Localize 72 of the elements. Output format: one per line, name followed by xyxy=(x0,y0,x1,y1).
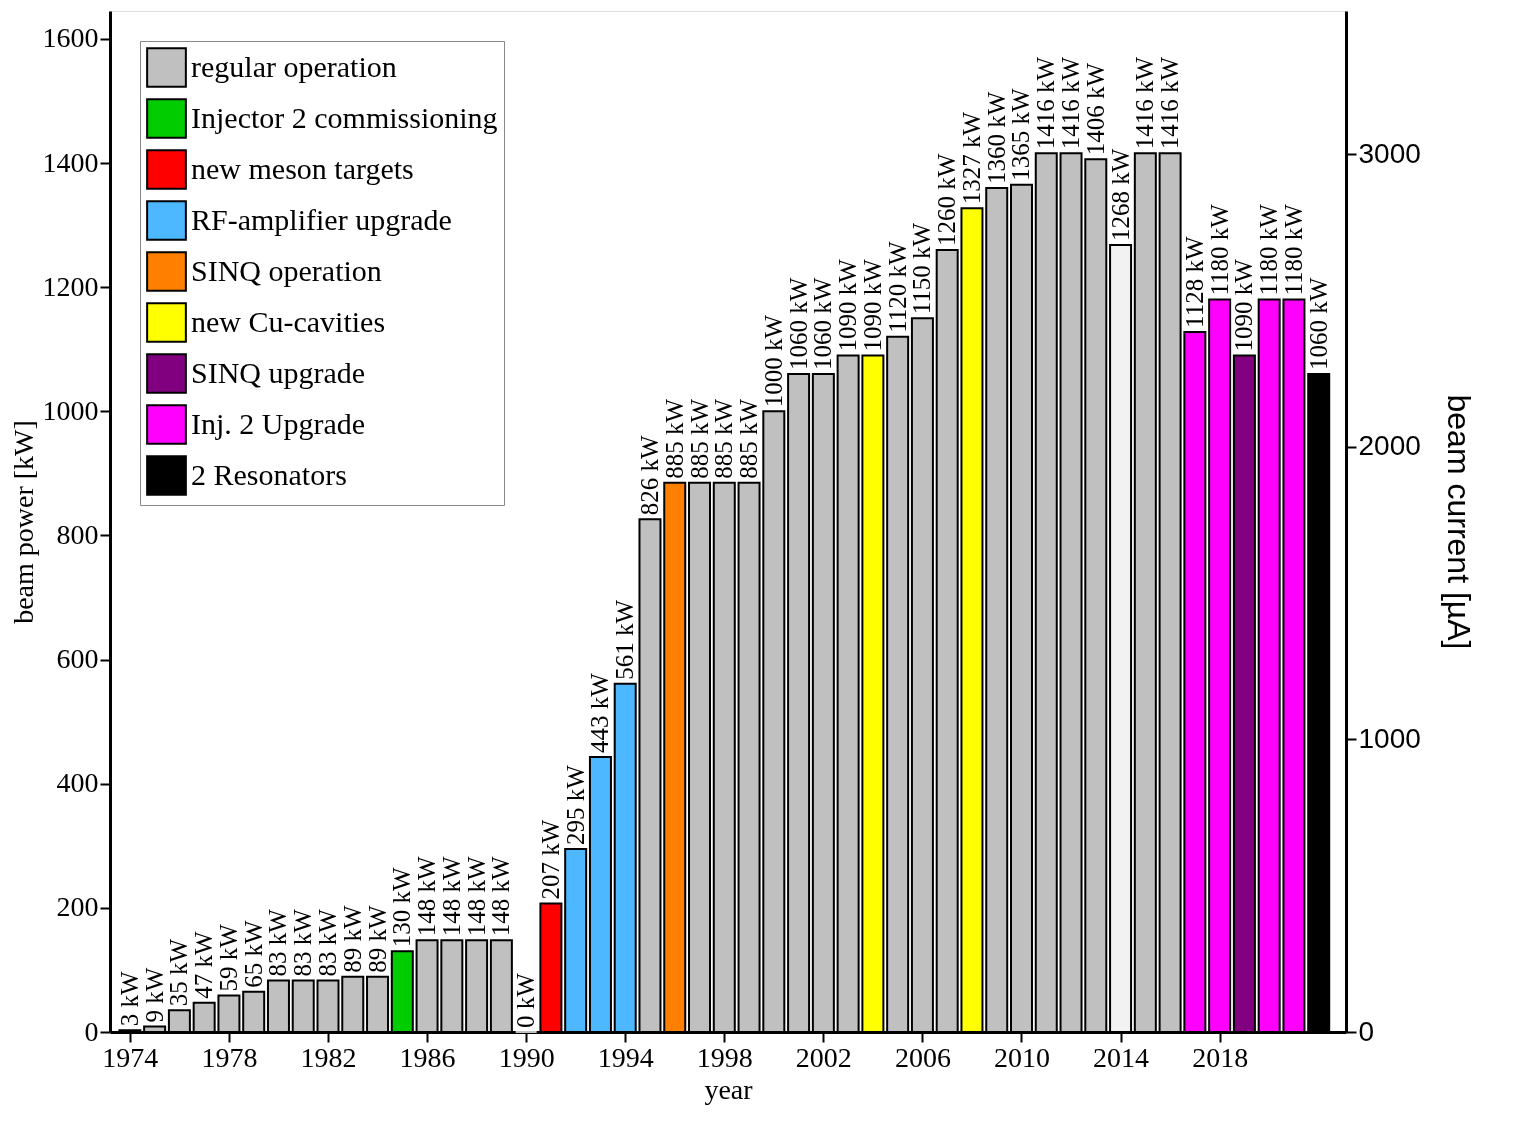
text: 1416 kW xyxy=(1131,56,1159,150)
text: 89 kW xyxy=(338,905,366,973)
legend-label: regular operation xyxy=(191,49,397,83)
legend-label: Injector 2 commissioning xyxy=(191,100,498,134)
text: 148 kW xyxy=(462,856,490,937)
x-tick-label: 1994 xyxy=(597,1041,654,1073)
text: 1416 kW xyxy=(1156,56,1184,150)
x-tick-label: 1986 xyxy=(399,1041,456,1073)
legend-label: SINQ operation xyxy=(191,253,382,287)
text: 561 kW xyxy=(611,599,639,680)
y-axis-title: beam power [kW] xyxy=(7,420,39,624)
y2-tick-label: 2000 xyxy=(1358,430,1421,462)
legend-label: Inj. 2 Upgrade xyxy=(191,406,366,440)
y-tick-label: 1400 xyxy=(42,146,99,178)
x-tick-label: 1990 xyxy=(498,1041,555,1073)
legend-label: SINQ upgrade xyxy=(191,355,366,389)
x-tick-label: 1978 xyxy=(201,1041,258,1073)
text: 1416 kW xyxy=(1032,56,1060,150)
y-tick-label: 600 xyxy=(56,643,99,675)
text: 9 kW xyxy=(140,967,168,1023)
y-tick-label: 200 xyxy=(56,891,99,923)
y-tick-label: 1200 xyxy=(42,270,99,302)
legend-label: 2 Resonators xyxy=(191,457,347,491)
text: 1060 kW xyxy=(784,277,812,371)
y2-axis-title: beam current [µA] xyxy=(1440,394,1477,650)
x-tick-label: 2018 xyxy=(1192,1041,1249,1073)
text: 885 kW xyxy=(710,398,738,479)
y-tick-label: 400 xyxy=(56,767,99,799)
text: 83 kW xyxy=(289,909,317,977)
text: 1150 kW xyxy=(908,222,936,315)
text: 443 kW xyxy=(586,673,614,754)
legend-label: RF-amplifier upgrade xyxy=(191,202,452,236)
legend-label: new Cu-cavities xyxy=(191,304,386,338)
text: 130 kW xyxy=(388,867,416,948)
x-tick-label: 2006 xyxy=(894,1041,951,1073)
text: 148 kW xyxy=(487,856,515,937)
x-tick-label: 2014 xyxy=(1093,1041,1150,1073)
y2-tick-label: 1000 xyxy=(1358,722,1421,754)
y2-tick-label: 0 xyxy=(1358,1015,1375,1047)
x-axis-title: year xyxy=(704,1073,754,1105)
text: 207 kW xyxy=(536,819,564,900)
text: 35 kW xyxy=(165,938,193,1007)
legend-label: new meson targets xyxy=(191,151,414,185)
text: 89 kW xyxy=(363,905,391,973)
text: 295 kW xyxy=(561,765,589,845)
text: 1090 kW xyxy=(1230,259,1258,352)
text: 65 kW xyxy=(239,920,267,988)
y-tick-label: 0 xyxy=(84,1015,99,1047)
text: 1120 kW xyxy=(883,241,911,333)
text: 0 kW xyxy=(512,973,540,1028)
text: 826 kW xyxy=(635,435,663,516)
text: 3 kW xyxy=(115,971,143,1027)
x-tick-label: 2010 xyxy=(994,1041,1050,1073)
text: 885 kW xyxy=(660,398,688,479)
x-tick-label: 1974 xyxy=(102,1041,159,1073)
text: 83 kW xyxy=(264,909,292,977)
text: 1360 kW xyxy=(982,91,1010,184)
text: 83 kW xyxy=(314,909,341,977)
text: 1128 kW xyxy=(1180,236,1208,328)
y-tick-label: 1600 xyxy=(42,22,99,54)
x-tick-label: 2002 xyxy=(795,1041,852,1073)
x-tick-label: 1998 xyxy=(696,1041,753,1073)
text: 1365 kW xyxy=(1007,88,1035,181)
text: 1180 kW xyxy=(1205,204,1233,296)
x-tick-label: 1982 xyxy=(300,1041,357,1073)
y2-tick-label: 3000 xyxy=(1358,137,1421,169)
text: 1268 kW xyxy=(1106,148,1134,241)
text: 885 kW xyxy=(685,398,713,479)
y-tick-label: 800 xyxy=(56,518,99,550)
text: 1060 kW xyxy=(1304,277,1332,371)
y-tick-label: 1000 xyxy=(42,394,99,426)
text: 1060 kW xyxy=(809,277,837,371)
